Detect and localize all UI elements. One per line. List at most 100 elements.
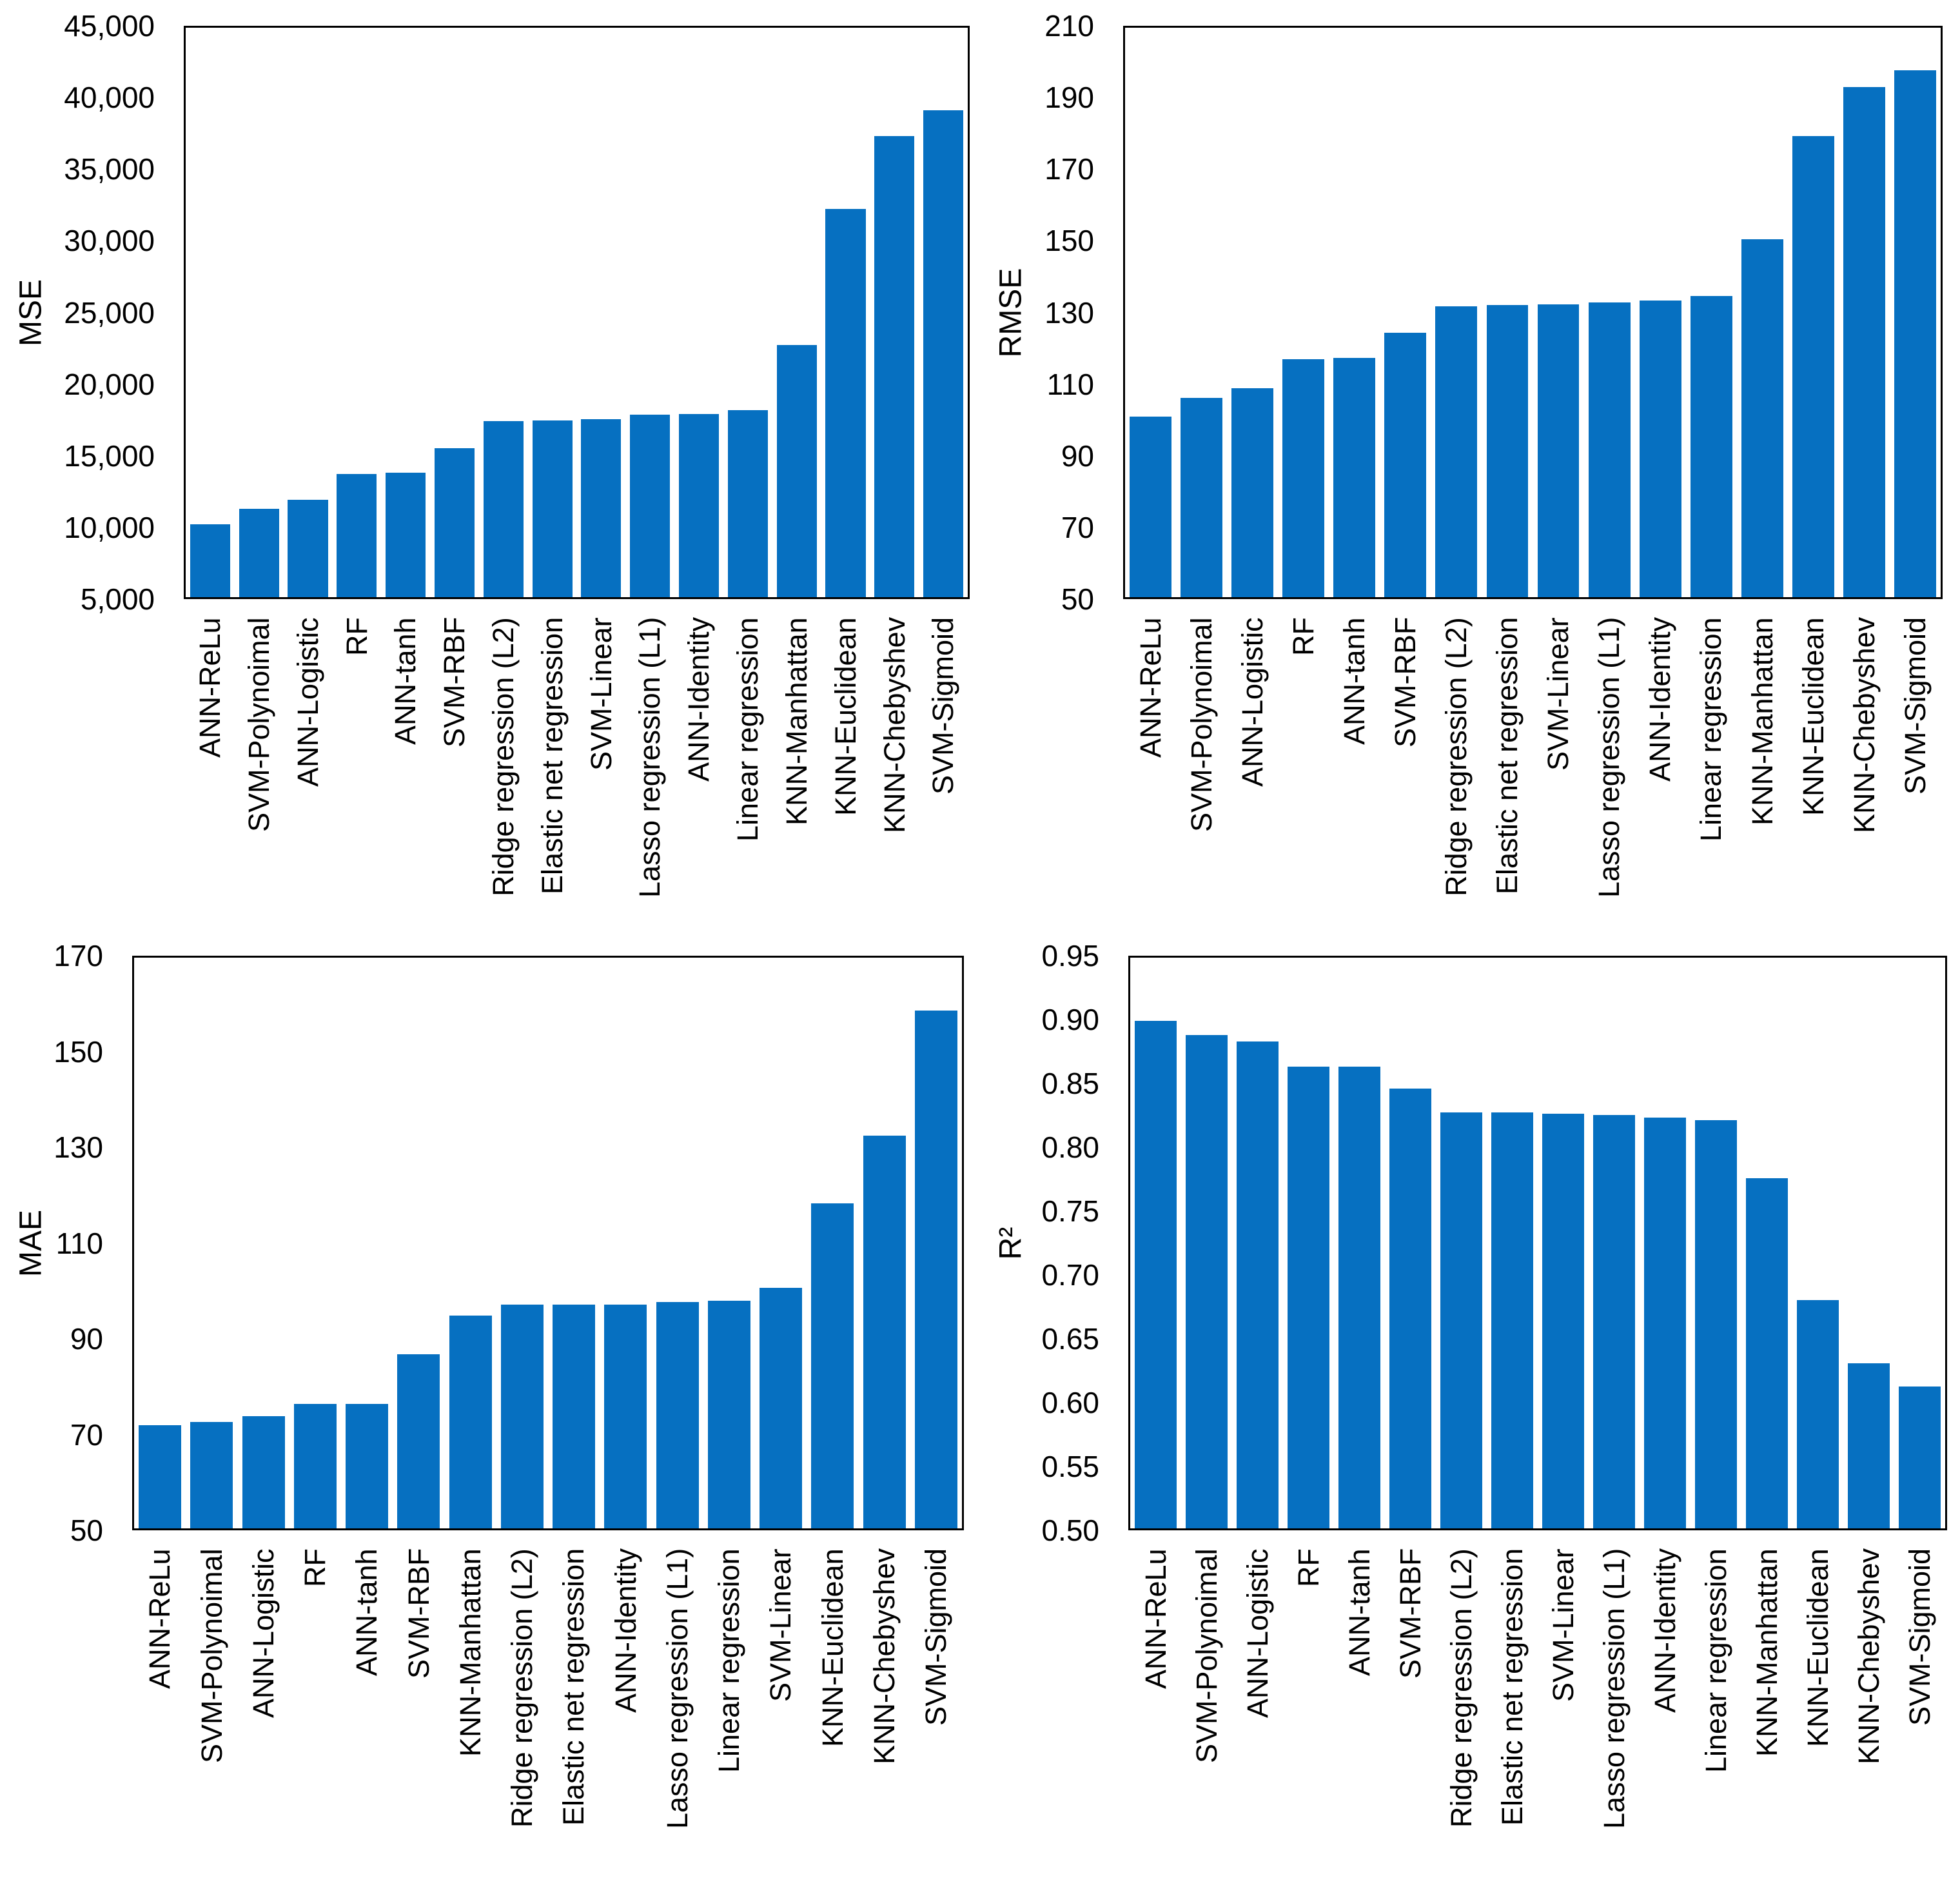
x-category-label: Linear regression	[723, 617, 772, 914]
x-category-label-text: ANN-Logistic	[1235, 617, 1269, 787]
bar-mse-0	[190, 524, 230, 597]
y-tick-label: 40,000	[64, 81, 155, 115]
x-category-label-text: SVM-Sigmoid	[1898, 617, 1932, 795]
x-category-label: ANN-ReLu	[134, 1548, 186, 1868]
bar-rmse-14	[1843, 86, 1885, 597]
x-category-label: KNN-Euclidean	[821, 617, 870, 914]
bar-rmse-13	[1792, 135, 1834, 597]
y-tick-label: 90	[1061, 439, 1094, 473]
y-tick-label: 25,000	[64, 295, 155, 330]
x-category-label: ANN-Identity	[1635, 617, 1686, 914]
x-category-label-text: Ridge regression (L2)	[505, 1548, 539, 1828]
y-tick-label: 50	[1061, 582, 1094, 616]
x-category-label-text: Linear regression	[1694, 617, 1728, 842]
x-category-label-text: ANN-ReLu	[1139, 1548, 1172, 1689]
bar-rmse-7	[1486, 305, 1529, 597]
y-axis-title: R²	[994, 1227, 1028, 1259]
x-category-label: SVM-RBF	[430, 617, 479, 914]
x-category-label: KNN-Manhattan	[772, 617, 821, 914]
x-category-label-text: SVM-Polynoimal	[1190, 1548, 1223, 1763]
y-tick-label: 0.95	[1041, 939, 1099, 972]
bar-mse-11	[727, 410, 768, 597]
bar-r2-2	[1237, 1041, 1279, 1528]
x-category-label: ANN-Logistic	[238, 1548, 289, 1868]
x-category-label-text: KNN-Euclidean	[1801, 1548, 1834, 1747]
bar-mae-10	[656, 1301, 699, 1528]
x-category-label-text: KNN-Manhattan	[1750, 1548, 1783, 1757]
y-tick-label: 20,000	[64, 367, 155, 401]
x-category-label: ANN-ReLu	[1125, 617, 1176, 914]
bar-r2-6	[1440, 1112, 1482, 1528]
bar-mae-1	[190, 1421, 233, 1528]
x-category-label: Ridge regression (L2)	[479, 617, 528, 914]
bar-rmse-5	[1384, 332, 1427, 597]
bar-mae-13	[811, 1203, 854, 1528]
x-category-label: KNN-Euclidean	[1792, 1548, 1843, 1868]
x-category-label-text: KNN-Euclidean	[816, 1548, 849, 1747]
bar-r2-1	[1186, 1034, 1228, 1528]
x-category-label: KNN-Chebyshev	[870, 617, 919, 914]
bar-mae-5	[397, 1354, 440, 1528]
y-tick-label: 170	[54, 939, 103, 972]
y-tick-label: 150	[54, 1034, 103, 1069]
bar-mse-4	[386, 472, 426, 597]
y-tick-label: 0.70	[1041, 1258, 1099, 1292]
y-tick-label: 10,000	[64, 510, 155, 544]
bar-rmse-0	[1130, 417, 1171, 597]
y-tick-label: 15,000	[64, 439, 155, 473]
x-category-label-text: SVM-Linear	[584, 617, 618, 771]
bar-mae-8	[553, 1304, 596, 1528]
x-category-label-text: SVM-Polynoimal	[1184, 617, 1218, 832]
bar-r2-9	[1593, 1114, 1635, 1528]
x-category-label-text: Lasso regression (L1)	[633, 617, 667, 898]
bar-mae-2	[242, 1416, 285, 1528]
x-category-label: SVM-Sigmoid	[919, 617, 968, 914]
y-tick-label: 0.50	[1041, 1514, 1099, 1547]
x-category-label-text: KNN-Euclidean	[1796, 617, 1830, 816]
x-category-label-text: ANN-ReLu	[193, 617, 227, 758]
bar-mse-9	[630, 415, 671, 597]
x-category-label-text: SVM-Polynoimal	[242, 617, 275, 832]
x-category-label-text: SVM-RBF	[1393, 1548, 1427, 1679]
x-category-label-text: SVM-Polynoimal	[195, 1548, 228, 1763]
chart-panel-r2: R² 0.50 0.55 0.60 0.65 0.70 0.75 0.80 0.85 0.90 0.…	[980, 939, 1960, 1884]
x-category-label-text: KNN-Chebyshev	[1847, 617, 1881, 834]
x-category-label: RF	[1278, 617, 1329, 914]
x-category-label: ANN-ReLu	[1130, 1548, 1181, 1868]
bar-r2-10	[1644, 1117, 1686, 1528]
x-category-label-text: RF	[299, 1548, 332, 1587]
x-category-label-text: RF	[1286, 617, 1320, 656]
y-tick-label: 150	[1044, 224, 1094, 258]
y-tick-label: 30,000	[64, 224, 155, 258]
x-category-label-text: ANN-tanh	[1342, 1548, 1376, 1676]
x-category-label-text: ANN-tanh	[350, 1548, 384, 1676]
x-category-label: Linear regression	[703, 1548, 755, 1868]
x-category-label-text: Linear regression	[731, 617, 765, 842]
bar-mae-3	[293, 1403, 337, 1528]
x-category-label-text: Linear regression	[712, 1548, 746, 1773]
bar-rmse-12	[1741, 239, 1783, 597]
bar-r2-3	[1288, 1067, 1329, 1528]
x-category-label: SVM-Polynoimal	[186, 1548, 237, 1868]
x-category-label: Elastic net regression	[528, 617, 577, 914]
x-category-label: ANN-Identity	[674, 617, 723, 914]
y-tick-label: 210	[1044, 9, 1094, 43]
x-category-label: SVM-Linear	[577, 617, 626, 914]
x-category-label-text: ANN-ReLu	[143, 1548, 177, 1689]
x-category-label-text: KNN-Chebyshev	[867, 1548, 901, 1765]
bar-r2-0	[1135, 1021, 1177, 1528]
x-category-label-text: ANN-ReLu	[1133, 617, 1167, 758]
y-tick-label: 0.55	[1041, 1450, 1099, 1483]
chart-panel-mae: MAE 50 70 90 110 130 150 170 ANN-ReLu SVM-Polynoi…	[0, 939, 980, 1884]
x-category-label-text: KNN-Manhattan	[1745, 617, 1779, 825]
x-category-label-text: SVM-RBF	[402, 1548, 435, 1679]
x-category-label-text: SVM-Linear	[1546, 1548, 1580, 1702]
x-category-label: ANN-Identity	[600, 1548, 651, 1868]
y-tick-label: 90	[70, 1322, 103, 1356]
x-category-label: ANN-ReLu	[186, 617, 235, 914]
bar-mae-4	[346, 1403, 389, 1528]
bar-mse-3	[337, 474, 377, 597]
x-category-label: SVM-Linear	[1533, 617, 1584, 914]
y-tick-label: 45,000	[64, 9, 155, 43]
x-category-label-text: ANN-Logistic	[1240, 1548, 1274, 1718]
